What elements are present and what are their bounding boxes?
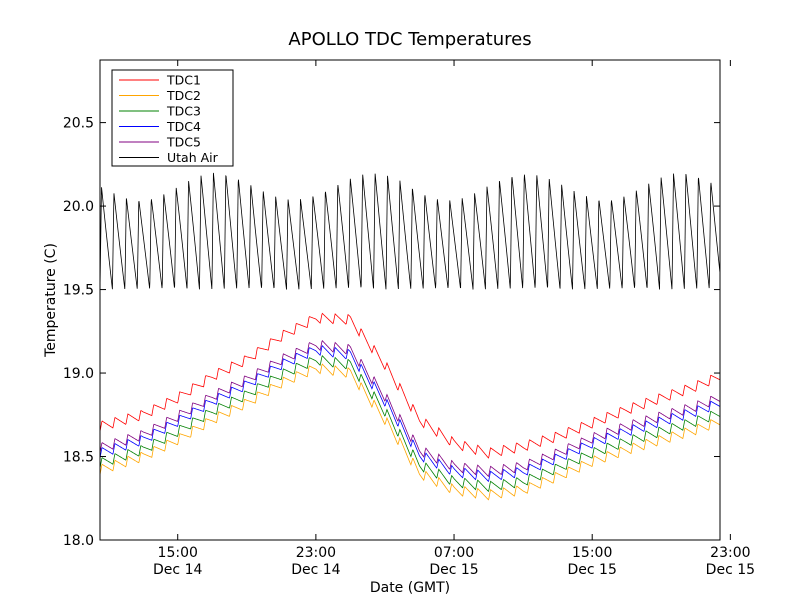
y-tick-label: 19.0 — [63, 366, 94, 382]
legend-label: TDC2 — [166, 88, 201, 103]
y-tick-label: 18.5 — [63, 450, 94, 466]
y-tick-label: 18.0 — [63, 533, 94, 549]
series-line-tdc3 — [100, 355, 720, 493]
y-axis: 18.0 18.5 19.0 19.5 20.0 20.5 — [63, 116, 720, 549]
x-tick-time: 15:00 — [572, 545, 612, 561]
series-line-tdc1 — [100, 312, 720, 459]
legend-label: Utah Air — [167, 150, 219, 165]
legend-label: TDC5 — [166, 135, 201, 150]
x-tick-time: 23:00 — [296, 545, 336, 561]
legend-label: TDC4 — [166, 119, 201, 134]
x-tick-date: Dec 15 — [429, 562, 478, 578]
series-line-tdc5 — [100, 340, 720, 478]
x-axis-label: Date (GMT) — [370, 580, 450, 596]
x-tick-date: Dec 14 — [291, 562, 340, 578]
legend-label: TDC3 — [166, 104, 201, 119]
x-tick-time: 15:00 — [158, 545, 198, 561]
y-axis-label: Temperature (C) — [43, 243, 59, 358]
y-tick-label: 20.5 — [63, 116, 94, 132]
legend-box — [111, 69, 234, 167]
y-tick-label: 20.0 — [63, 199, 94, 215]
x-tick-time: 07:00 — [434, 545, 474, 561]
series-line-utah-air — [100, 172, 720, 290]
series-layer — [100, 172, 720, 501]
plot-frame — [99, 59, 721, 541]
x-tick-date: Dec 15 — [706, 562, 755, 578]
x-tick-time: 23:00 — [710, 545, 750, 561]
y-tick-label: 19.5 — [63, 283, 94, 299]
chart-title: APOLLO TDC Temperatures — [288, 29, 531, 50]
x-tick-date: Dec 15 — [568, 562, 617, 578]
series-line-tdc4 — [100, 345, 720, 483]
series-line-tdc2 — [100, 363, 720, 501]
legend-label: TDC1 — [166, 73, 201, 88]
x-tick-date: Dec 14 — [153, 562, 202, 578]
